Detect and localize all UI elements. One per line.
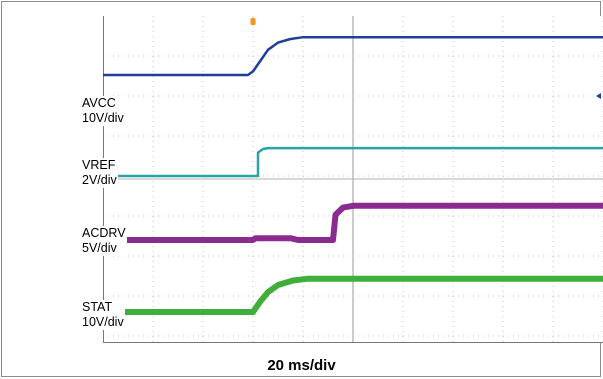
- channel-scale: 5V/div: [82, 241, 117, 255]
- channel-name: AVCC: [82, 96, 116, 110]
- timebase-label: 20 ms/div: [267, 357, 336, 374]
- channel-label-vref: VREF 2V/div: [82, 158, 118, 188]
- channel-label-avcc: AVCC 10V/div: [82, 96, 125, 126]
- channel-name: STAT: [82, 300, 113, 314]
- channel-label-stat: STAT 10V/div: [82, 300, 125, 330]
- channel-scale: 10V/div: [82, 315, 124, 329]
- channel-label-acdrv: ACDRV 5V/div: [82, 226, 127, 256]
- channel-name: ACDRV: [82, 226, 126, 240]
- channel-name: VREF: [82, 158, 116, 172]
- trace-vref: [103, 146, 603, 178]
- channel-scale: 2V/div: [82, 173, 117, 187]
- oscilloscope-plot: [103, 16, 603, 343]
- channel-marker-icon: [596, 93, 601, 99]
- oscilloscope-svg: [103, 16, 603, 343]
- trace-avcc: [103, 35, 603, 77]
- trace-stat: [103, 275, 603, 315]
- channel-scale: 10V/div: [82, 111, 124, 125]
- trigger-marker-icon: [250, 18, 256, 25]
- trace-acdrv: [103, 202, 603, 243]
